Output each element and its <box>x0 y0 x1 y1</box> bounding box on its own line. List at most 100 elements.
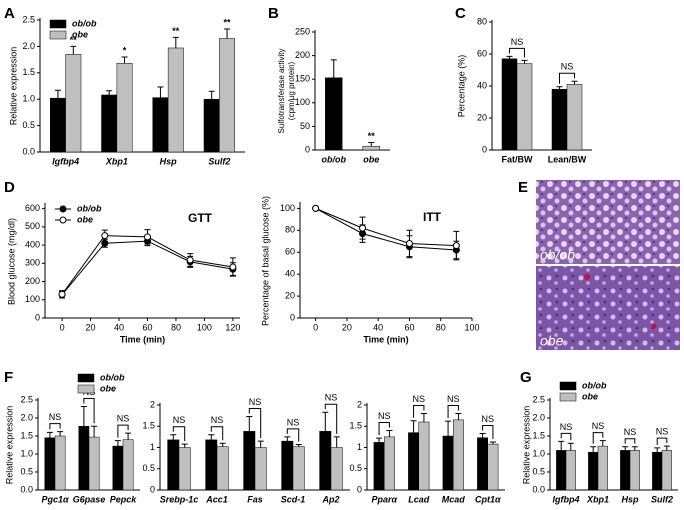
error-bar <box>70 45 77 55</box>
y-tick-label: 100 <box>280 203 295 213</box>
legend-swatch <box>559 381 577 391</box>
error-bar <box>571 80 578 85</box>
bar <box>597 445 608 491</box>
y-axis-label: Blood glucose (mg/dl) <box>6 218 16 305</box>
y-tick-label: 1 <box>150 442 155 452</box>
y-tick-label: 1.5 <box>532 430 545 440</box>
bar <box>516 63 533 151</box>
x-tick-label: 80 <box>436 322 446 332</box>
x-tick-label: 20 <box>342 322 352 332</box>
x-tick-label: Srebp-1c <box>160 494 199 504</box>
y-tick-label: 0 <box>482 144 487 154</box>
bar <box>281 440 294 491</box>
legend-swatch <box>49 19 67 29</box>
x-tick-label: G6pase <box>73 494 106 504</box>
y-tick-label: 0.5 <box>349 463 362 473</box>
y-tick-label: 1.0 <box>532 448 545 458</box>
bar <box>112 445 124 491</box>
y-tick-label: 80 <box>285 225 295 235</box>
bar <box>501 58 518 151</box>
y-tick-label: 600 <box>25 203 40 213</box>
y-tick-label: 60 <box>285 247 295 257</box>
bar <box>167 47 184 153</box>
bar <box>88 436 100 491</box>
error-bar <box>558 440 565 451</box>
annotation: NS <box>656 426 669 436</box>
image-label: ob/ob <box>540 247 575 263</box>
x-tick-label: 60 <box>142 322 152 332</box>
error-bar <box>455 413 462 420</box>
x-tick-label: Xbp1 <box>586 494 609 504</box>
marker <box>452 242 460 250</box>
significance-bracket <box>378 422 390 436</box>
x-tick-label: Mcad <box>442 494 466 504</box>
significance-bracket <box>49 423 61 430</box>
marker <box>101 232 109 240</box>
x-tick-label: 0 <box>60 322 65 332</box>
error-bar <box>114 440 121 447</box>
marker <box>405 239 413 247</box>
legend-swatch <box>559 392 577 402</box>
panel-label: A <box>4 5 15 22</box>
bar <box>453 419 464 491</box>
error-bar <box>295 444 302 447</box>
x-tick-label: Hsp <box>160 156 178 166</box>
significance-bracket <box>210 426 224 441</box>
bar <box>167 439 180 491</box>
x-tick-label: obe <box>363 154 379 164</box>
x-tick-label: Sulf2 <box>208 156 230 166</box>
bar <box>243 431 256 491</box>
x-tick-label: Cpt1α <box>475 494 501 504</box>
y-axis-label: Relative expression <box>521 406 531 485</box>
marker <box>58 290 66 298</box>
error-bar <box>386 430 393 437</box>
marker <box>359 224 367 232</box>
bar <box>203 98 220 153</box>
y-tick-label: 2 <box>150 399 155 409</box>
annotation: ** <box>224 17 232 27</box>
significance-bracket <box>482 424 494 439</box>
error-bar <box>80 405 87 427</box>
x-tick-label: 0 <box>313 322 318 332</box>
y-tick-label: 2.0 <box>532 412 545 422</box>
annotation: * <box>123 45 127 55</box>
error-bar <box>330 59 337 78</box>
y-tick-label: 60 <box>477 48 487 58</box>
y-tick-label: 2.5 <box>22 14 35 24</box>
annotation: NS <box>412 394 425 404</box>
error-bar <box>631 446 638 451</box>
y-tick-label: 0.5 <box>142 463 155 473</box>
annotation: NS <box>481 414 494 424</box>
annotation: NS <box>560 422 573 432</box>
bar <box>292 446 305 491</box>
error-bar <box>445 420 452 437</box>
x-axis-label: Time (min) <box>363 334 408 344</box>
series-line <box>61 240 233 295</box>
error-bar <box>567 442 574 451</box>
error-bar <box>556 86 563 90</box>
bar <box>418 421 430 491</box>
annotation: NS <box>511 37 524 47</box>
error-bar <box>91 425 98 438</box>
error-bar <box>125 432 132 440</box>
series-line <box>315 207 457 251</box>
legend-label: obe <box>100 383 116 393</box>
y-tick-label: 200 <box>295 50 310 60</box>
x-tick-label: Pgc1α <box>41 494 69 504</box>
y-tick-label: 0.0 <box>532 484 545 494</box>
bar <box>565 450 576 491</box>
bar <box>152 97 169 153</box>
bar <box>362 145 380 151</box>
error-bar <box>172 36 179 48</box>
y-axis-label: Relative expression <box>8 47 18 126</box>
x-tick-label: Fat/BW <box>502 154 534 164</box>
bar <box>54 435 66 491</box>
bar <box>50 97 66 153</box>
x-tick-label: Igfbp4 <box>52 156 79 166</box>
annotation: NS <box>49 412 62 422</box>
error-bar <box>208 434 215 440</box>
legend-marker <box>59 216 67 224</box>
y-tick-label: 0 <box>35 312 40 322</box>
annotation: NS <box>249 397 262 407</box>
error-bar <box>54 89 61 99</box>
